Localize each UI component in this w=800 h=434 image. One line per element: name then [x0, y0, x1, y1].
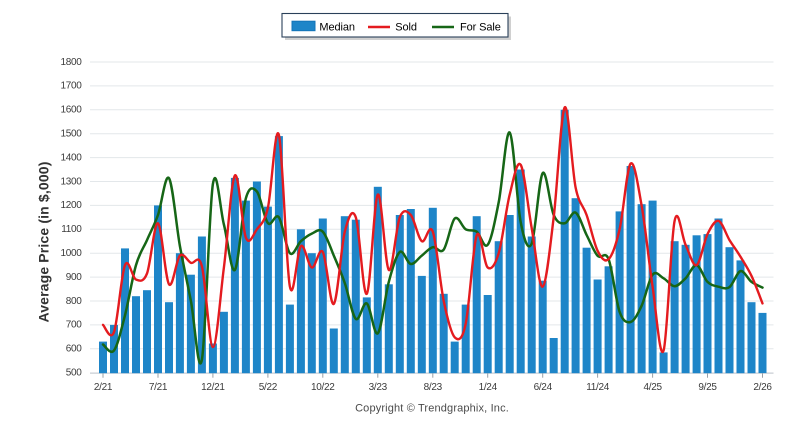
svg-text:1300: 1300 — [60, 176, 82, 187]
svg-text:1600: 1600 — [60, 105, 82, 116]
svg-text:1100: 1100 — [61, 224, 82, 235]
svg-text:6/24: 6/24 — [534, 382, 553, 393]
svg-text:3/23: 3/23 — [369, 382, 388, 393]
svg-text:9/25: 9/25 — [698, 382, 717, 393]
svg-text:1500: 1500 — [60, 129, 82, 140]
svg-text:11/24: 11/24 — [586, 382, 610, 393]
svg-text:Copyright © Trendgraphix, Inc.: Copyright © Trendgraphix, Inc. — [355, 402, 509, 414]
svg-text:10/22: 10/22 — [311, 382, 335, 393]
svg-text:1000: 1000 — [60, 248, 82, 259]
svg-text:Average Price (in $,000): Average Price (in $,000) — [36, 161, 52, 322]
svg-text:800: 800 — [66, 296, 83, 307]
svg-text:Median: Median — [319, 22, 354, 34]
svg-text:1200: 1200 — [60, 200, 82, 211]
svg-text:900: 900 — [66, 272, 83, 283]
svg-text:600: 600 — [66, 344, 83, 355]
svg-text:12/21: 12/21 — [201, 382, 225, 393]
svg-text:8/23: 8/23 — [424, 382, 443, 393]
svg-text:5/22: 5/22 — [259, 382, 278, 393]
svg-text:For Sale: For Sale — [460, 22, 501, 34]
svg-text:1400: 1400 — [60, 152, 82, 163]
svg-text:Sold: Sold — [395, 22, 417, 34]
svg-text:500: 500 — [66, 368, 83, 379]
svg-text:7/21: 7/21 — [149, 382, 168, 393]
svg-text:1800: 1800 — [60, 57, 82, 68]
svg-text:2/26: 2/26 — [753, 382, 772, 393]
svg-text:2/21: 2/21 — [94, 382, 113, 393]
svg-text:1700: 1700 — [60, 81, 82, 92]
svg-text:1/24: 1/24 — [479, 382, 498, 393]
svg-text:4/25: 4/25 — [643, 382, 662, 393]
svg-text:700: 700 — [66, 320, 83, 331]
